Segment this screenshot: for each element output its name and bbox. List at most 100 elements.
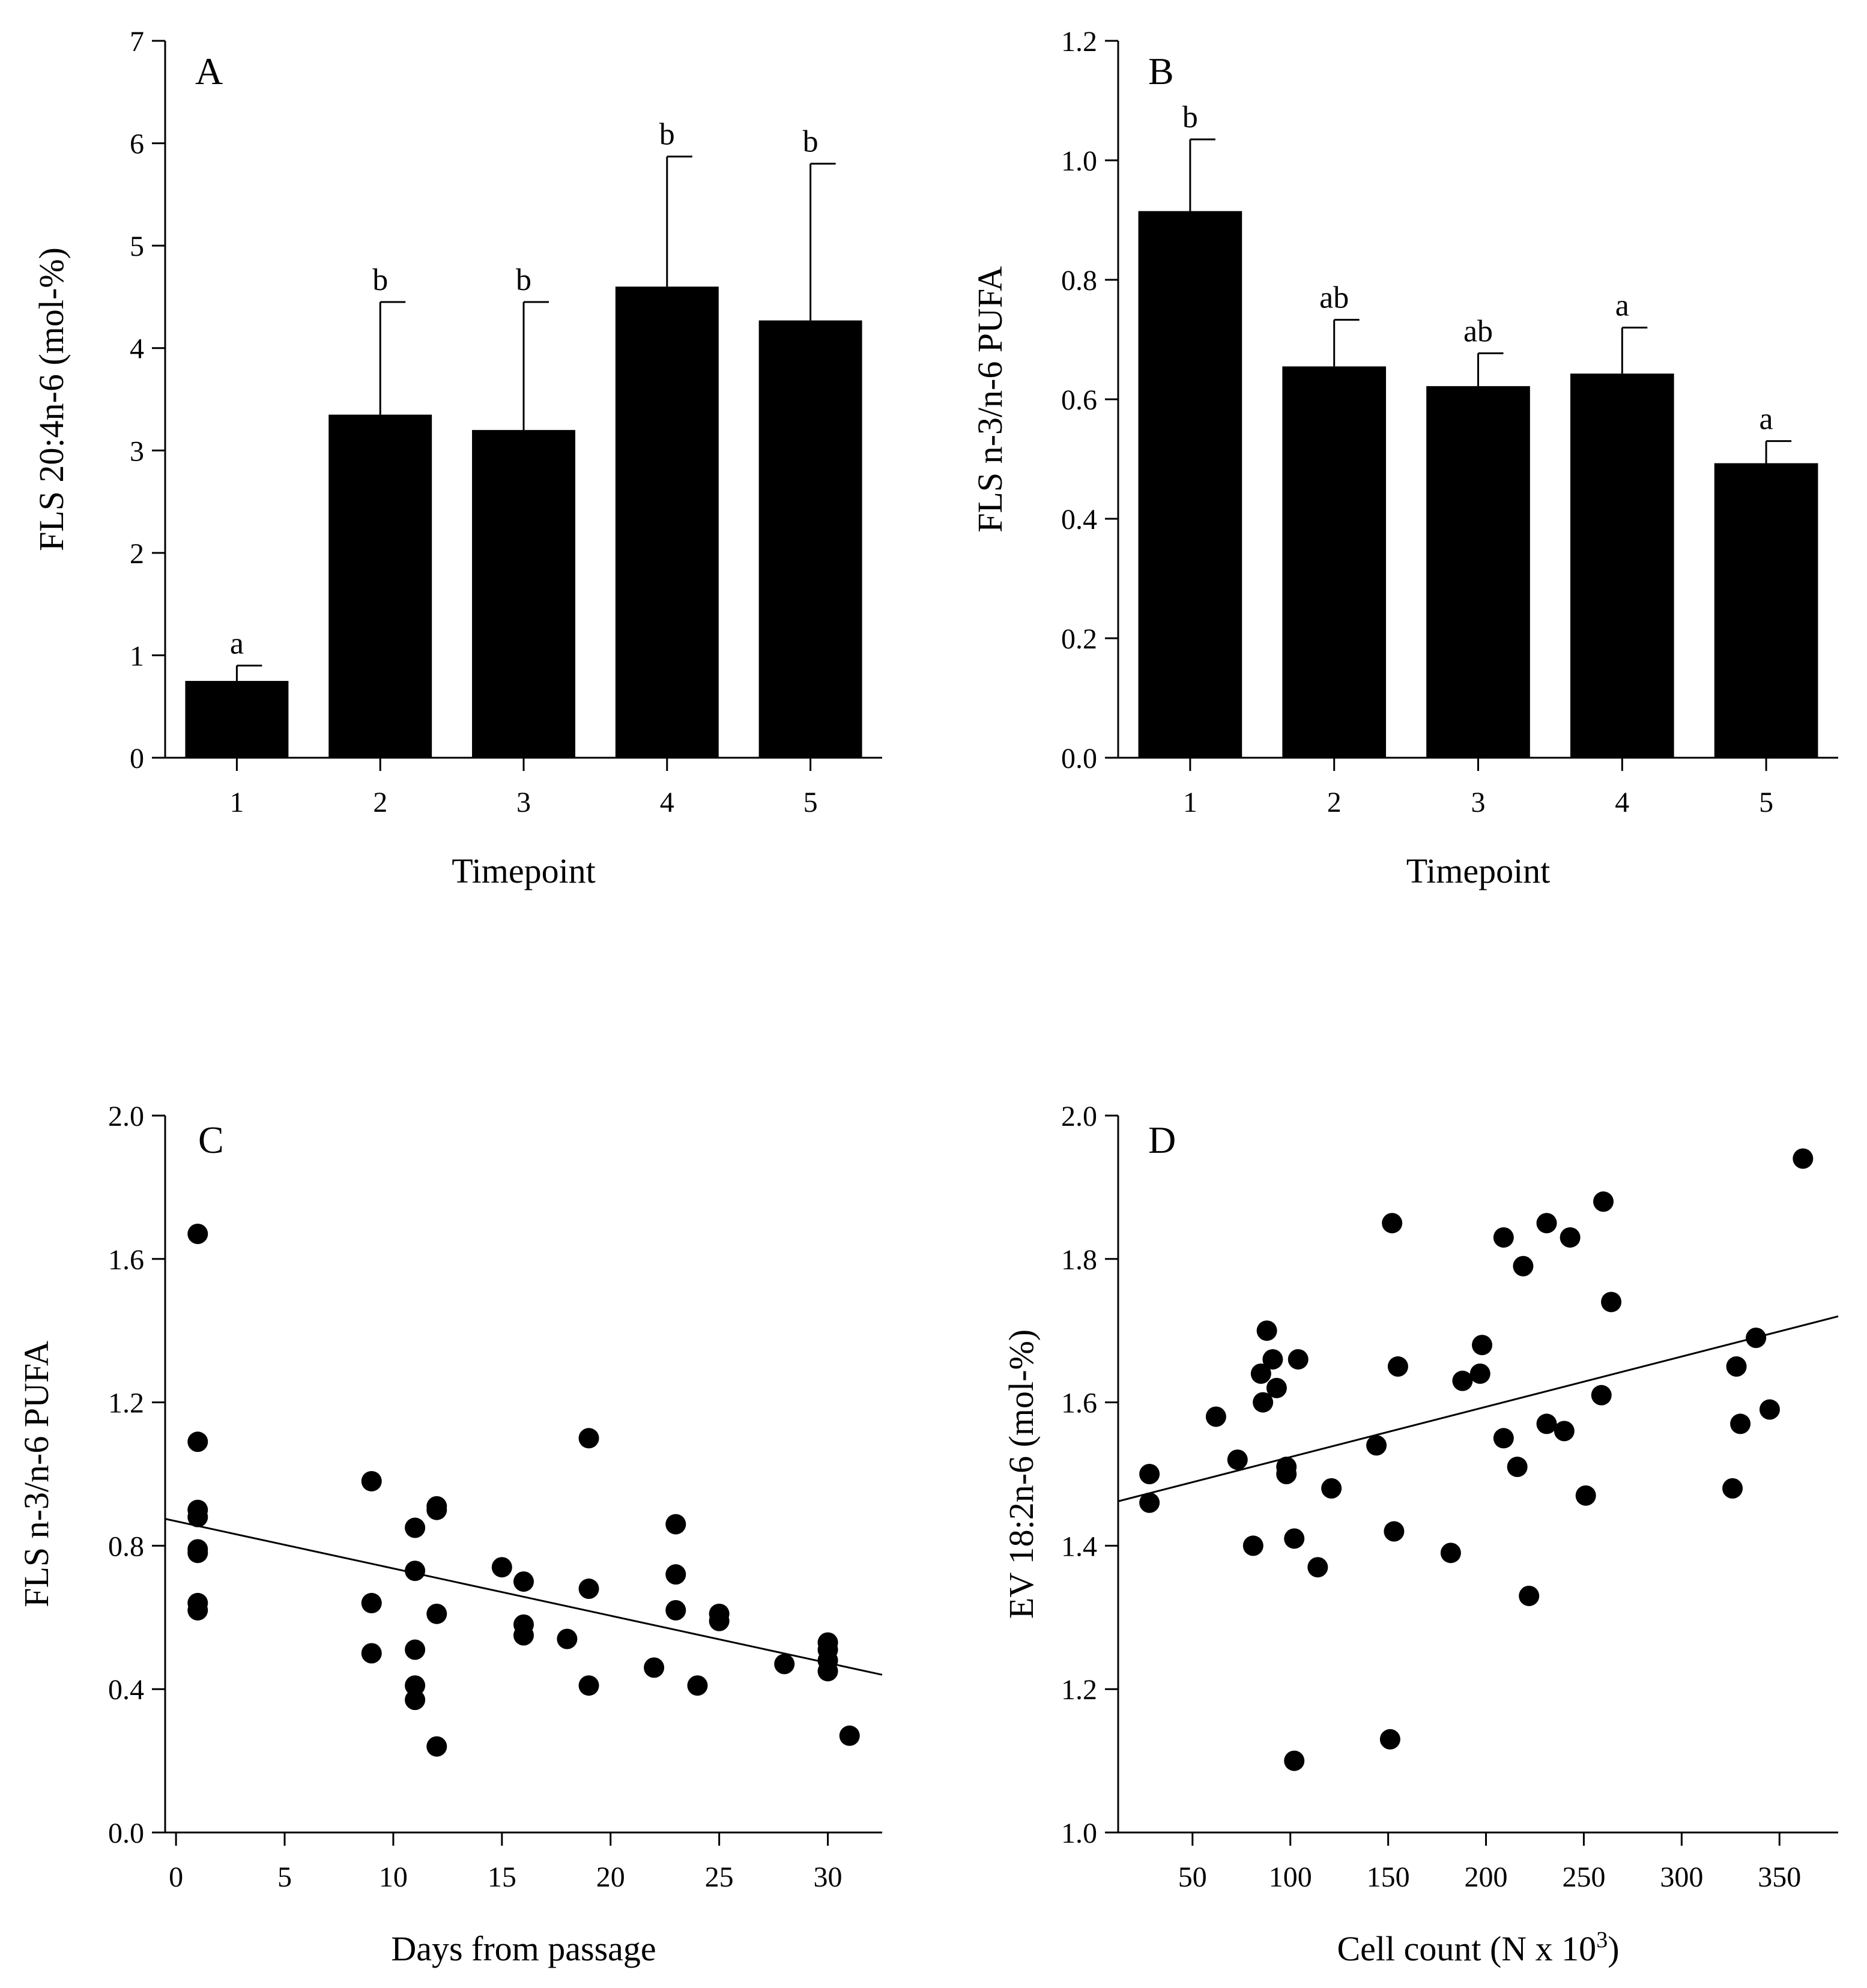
data-point bbox=[839, 1725, 860, 1746]
data-point bbox=[513, 1571, 534, 1592]
x-tick-label: 250 bbox=[1562, 1861, 1605, 1893]
data-point bbox=[687, 1675, 708, 1696]
data-point bbox=[187, 1542, 208, 1564]
significance-label: ab bbox=[1463, 314, 1493, 348]
x-axis-title: Days from passage bbox=[391, 1929, 656, 1968]
data-point bbox=[426, 1603, 447, 1624]
x-tick-label: 2 bbox=[373, 787, 387, 818]
data-point bbox=[187, 1600, 208, 1621]
y-axis-title: FLS 20:4n-6 (mol-%) bbox=[32, 247, 71, 551]
bar bbox=[1282, 366, 1387, 758]
significance-label: b bbox=[659, 118, 675, 152]
data-point bbox=[1227, 1449, 1248, 1470]
data-point bbox=[513, 1625, 534, 1646]
data-point bbox=[1262, 1349, 1283, 1370]
y-tick-label: 1.0 bbox=[1061, 145, 1097, 177]
data-point bbox=[1242, 1535, 1263, 1556]
panel-d: D 1.0 1.2 1.4 1.6 1.8 2.0 EV 18:2n-6 (mol-%) Cel… bbox=[1002, 1101, 1839, 1968]
data-point bbox=[1256, 1320, 1277, 1341]
data-point bbox=[1759, 1399, 1780, 1420]
y-tick-label: 3 bbox=[130, 435, 144, 467]
x-tick-label: 2 bbox=[1327, 787, 1342, 818]
significance-label: b bbox=[372, 263, 388, 297]
data-point bbox=[1591, 1385, 1612, 1406]
data-point bbox=[1288, 1349, 1309, 1370]
data-point bbox=[578, 1579, 599, 1600]
bar bbox=[615, 286, 719, 758]
data-point bbox=[665, 1564, 686, 1585]
y-tick-label: 0.8 bbox=[108, 1530, 144, 1562]
data-point bbox=[1440, 1542, 1461, 1564]
data-point bbox=[1554, 1421, 1575, 1442]
x-tick-label: 1 bbox=[1183, 787, 1197, 818]
x-tick-label: 5 bbox=[803, 787, 818, 818]
data-point bbox=[1560, 1227, 1581, 1248]
y-tick-label: 1.4 bbox=[1061, 1530, 1097, 1562]
panel-letter: A bbox=[195, 50, 223, 92]
significance-label: b bbox=[803, 125, 819, 159]
x-tick-label: 200 bbox=[1465, 1861, 1508, 1893]
data-point bbox=[817, 1661, 838, 1682]
data-point bbox=[1266, 1377, 1287, 1398]
data-point bbox=[1536, 1213, 1557, 1234]
data-point bbox=[1387, 1356, 1408, 1377]
data-point bbox=[557, 1628, 578, 1649]
data-point bbox=[1575, 1485, 1596, 1506]
data-point bbox=[187, 1224, 208, 1245]
significance-label: a bbox=[1760, 402, 1773, 437]
data-point bbox=[405, 1639, 426, 1660]
y-axis-title: FLS n-3/n-6 PUFA bbox=[17, 1341, 56, 1607]
x-tick-label: 30 bbox=[814, 1861, 843, 1893]
data-point bbox=[1493, 1428, 1514, 1449]
data-point bbox=[426, 1736, 447, 1757]
x-axis-title: Timepoint bbox=[1406, 851, 1551, 890]
data-point bbox=[405, 1675, 426, 1696]
y-tick-label: 1.2 bbox=[108, 1388, 144, 1419]
data-point bbox=[665, 1600, 686, 1621]
x-tick-label: 4 bbox=[1615, 787, 1629, 818]
y-axis-title: FLS n-3/n-6 PUFA bbox=[970, 266, 1009, 533]
data-point bbox=[1469, 1363, 1490, 1384]
bar bbox=[185, 681, 289, 758]
y-tick-label: 1 bbox=[130, 640, 144, 672]
panel-letter: B bbox=[1148, 50, 1174, 92]
x-tick-label: 10 bbox=[379, 1861, 408, 1893]
data-point bbox=[361, 1470, 382, 1491]
trendline bbox=[165, 1518, 883, 1676]
x-tick-label: 5 bbox=[277, 1861, 292, 1893]
x-axis-title-end: ) bbox=[1608, 1929, 1619, 1968]
panel-b: B 0.0 0.2 0.4 0.6 0.8 1.0 1.2 FLS n-3/n-6 PUFA Ti… bbox=[970, 26, 1838, 890]
trendline bbox=[1118, 1315, 1839, 1502]
y-tick-label: 0.0 bbox=[1061, 743, 1097, 775]
data-point bbox=[1793, 1148, 1814, 1169]
data-point bbox=[187, 1431, 208, 1452]
x-tick-label: 350 bbox=[1758, 1861, 1801, 1893]
y-tick-label: 0.6 bbox=[1061, 384, 1097, 416]
bar bbox=[328, 414, 432, 758]
data-point bbox=[1366, 1435, 1387, 1456]
data-point bbox=[491, 1557, 512, 1578]
data-point bbox=[1726, 1356, 1747, 1377]
data-point bbox=[1493, 1227, 1514, 1248]
data-point bbox=[361, 1643, 382, 1664]
data-point bbox=[361, 1592, 382, 1613]
y-tick-label: 0.2 bbox=[1061, 623, 1097, 655]
y-tick-label: 0.0 bbox=[108, 1817, 144, 1849]
x-tick-label: 150 bbox=[1367, 1861, 1410, 1893]
panel-c: C 0.0 0.4 0.8 1.2 1.6 2.0 FLS n-3/n-6 PUFA Days … bbox=[17, 1101, 883, 1968]
data-point bbox=[1139, 1464, 1160, 1484]
data-point bbox=[1593, 1191, 1614, 1212]
y-tick-label: 2.0 bbox=[1061, 1101, 1097, 1132]
significance-label: ab bbox=[1319, 281, 1349, 315]
data-point bbox=[1276, 1464, 1297, 1484]
data-point bbox=[578, 1675, 599, 1696]
data-point bbox=[1284, 1528, 1305, 1549]
x-tick-label: 4 bbox=[660, 787, 674, 818]
y-tick-label: 0.4 bbox=[108, 1674, 144, 1706]
data-point bbox=[1536, 1413, 1557, 1434]
panel-letter: C bbox=[198, 1119, 224, 1161]
y-tick-label: 1.8 bbox=[1061, 1244, 1097, 1276]
significance-label: b bbox=[1182, 100, 1198, 134]
y-tick-label: 1.2 bbox=[1061, 1674, 1097, 1706]
